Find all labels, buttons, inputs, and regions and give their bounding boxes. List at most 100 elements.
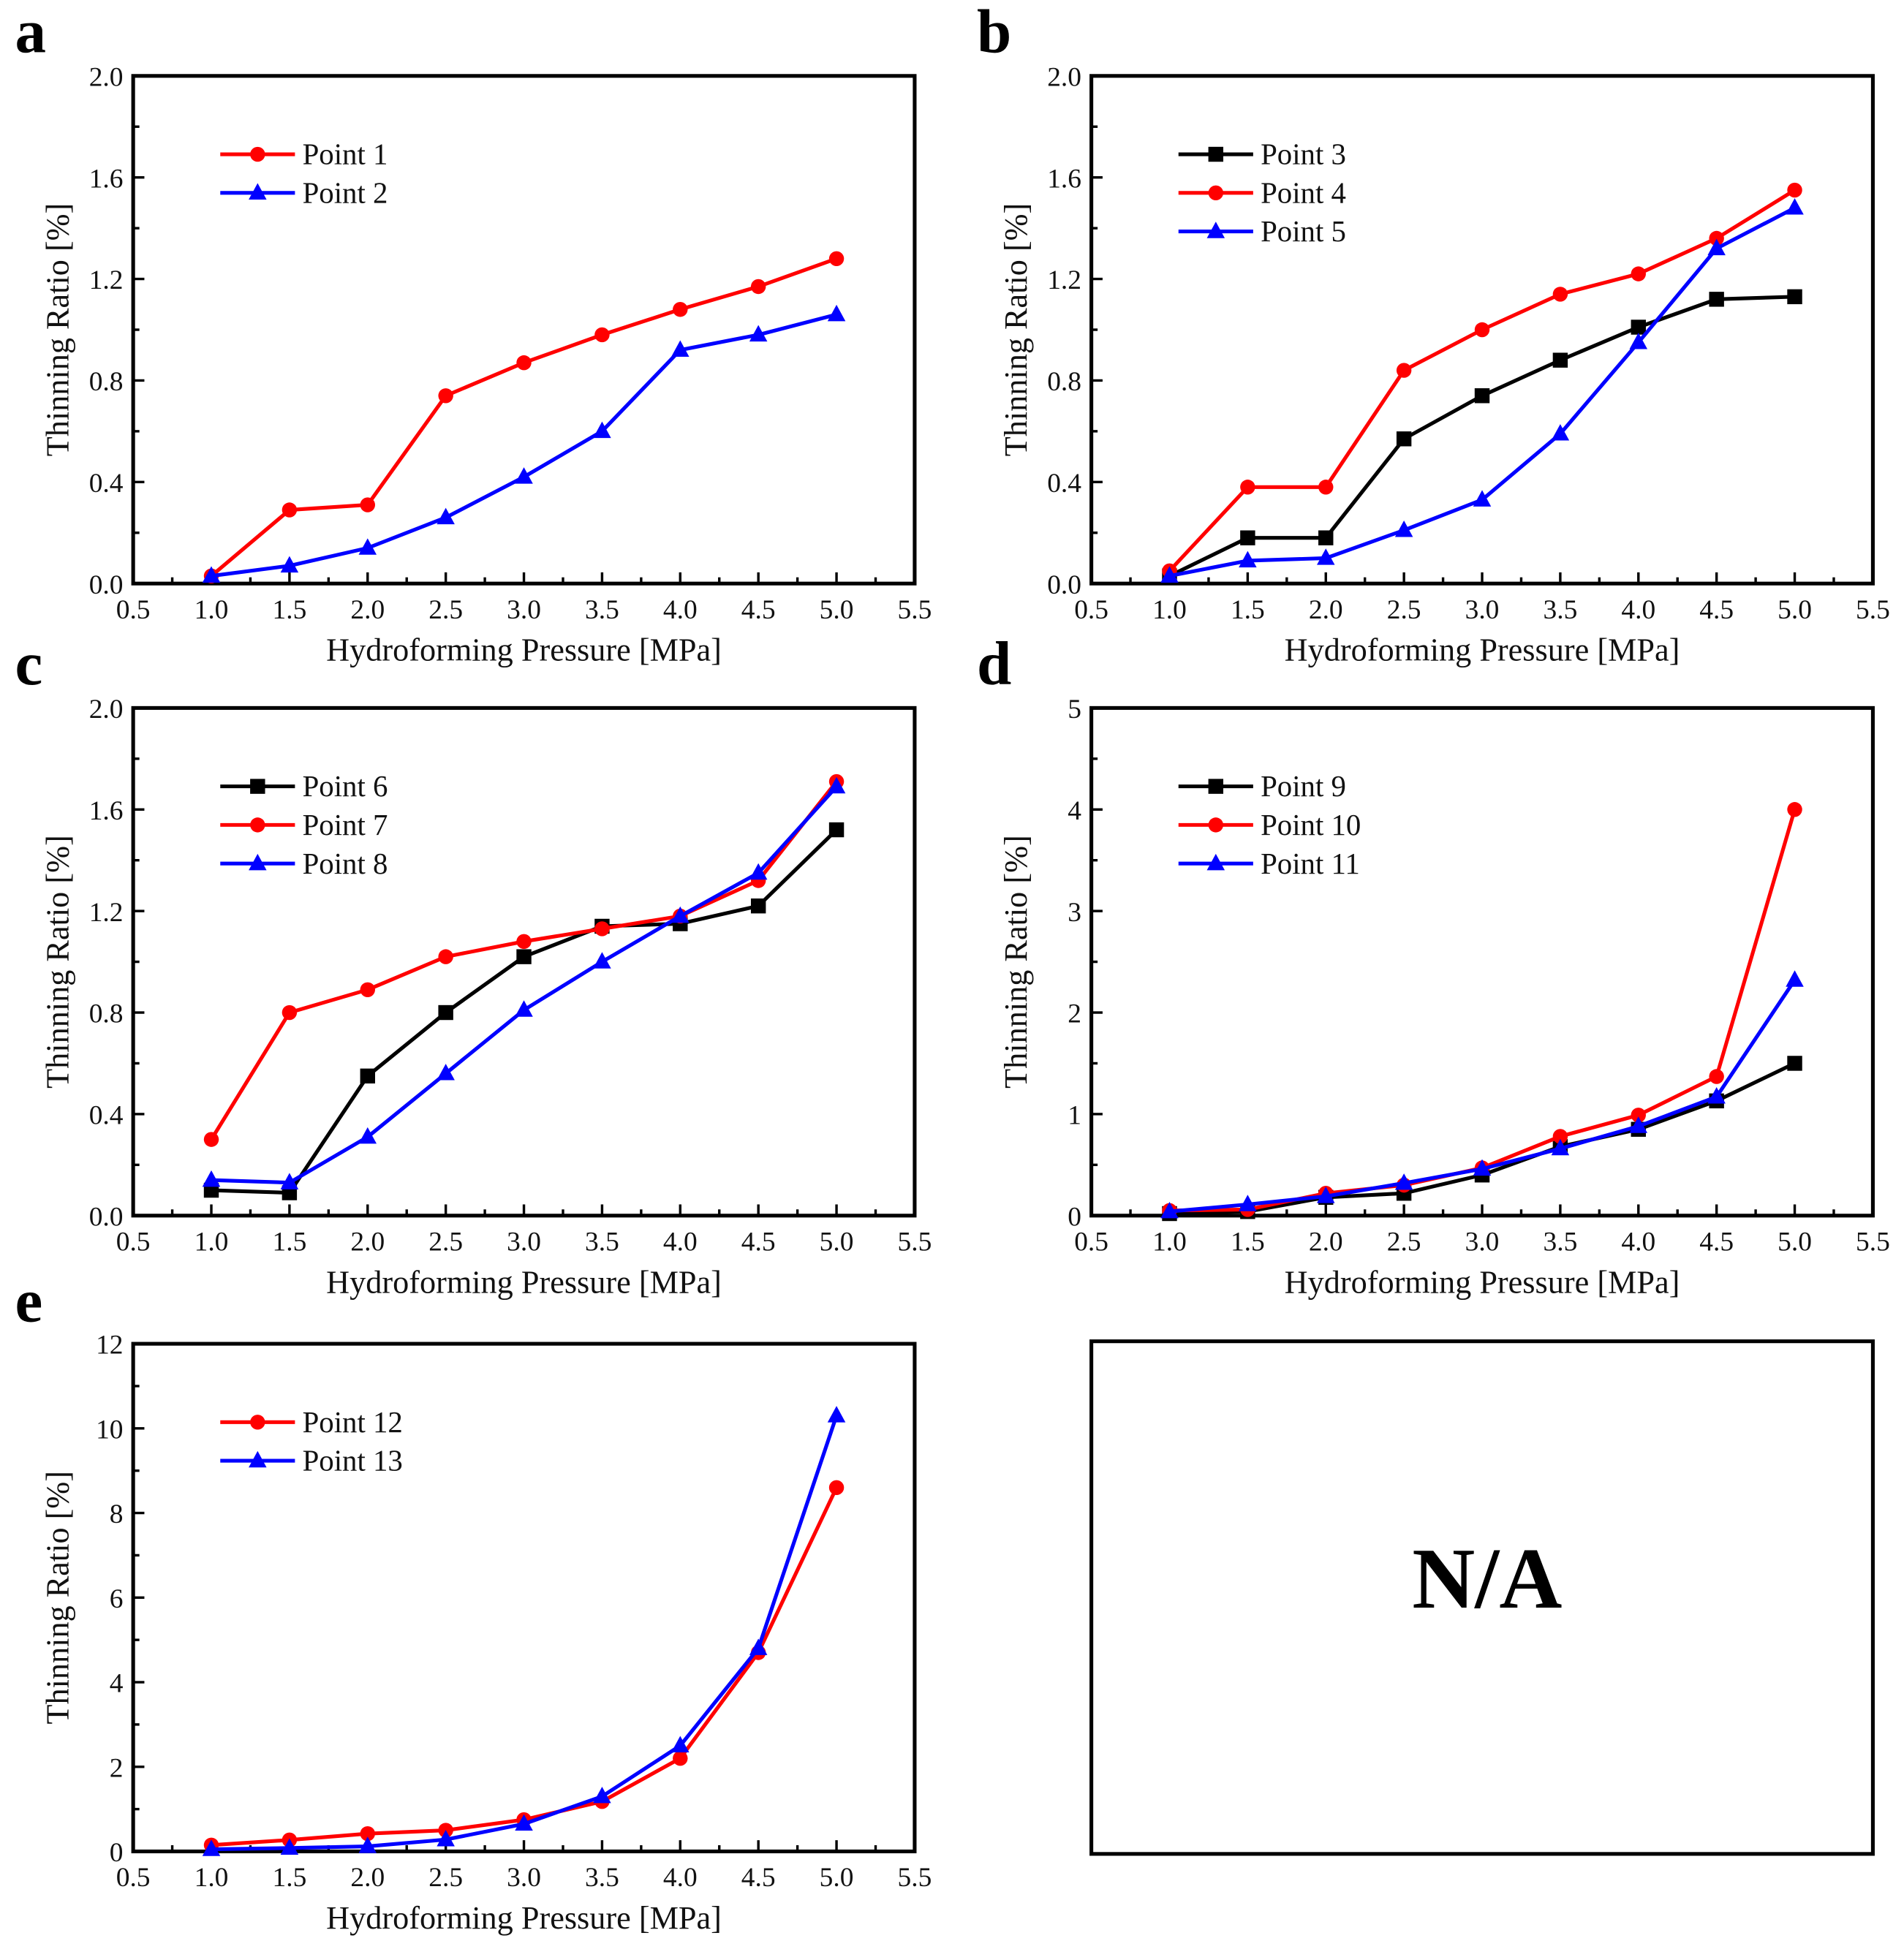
data-point (1239, 550, 1257, 568)
legend-marker (250, 817, 265, 833)
plot-frame (131, 1342, 917, 1854)
data-point (1631, 319, 1646, 335)
legend-label: Point 6 (303, 770, 388, 803)
x-tick-label: 4.0 (663, 1227, 698, 1257)
data-point (593, 952, 611, 969)
x-tick-label: 0.5 (116, 595, 151, 625)
data-point (282, 502, 298, 518)
data-point (1396, 363, 1412, 378)
data-point (1631, 1108, 1646, 1123)
series-line (1168, 295, 1795, 578)
data-point (1552, 287, 1568, 302)
panel-letter: c (15, 629, 42, 698)
x-tick-label: 0.5 (116, 1227, 151, 1257)
series-line (210, 257, 837, 578)
series-point-6: Point 6 (203, 770, 845, 1200)
y-tick-label: 1.2 (89, 265, 124, 295)
data-point (594, 327, 610, 343)
data-point (1709, 292, 1724, 307)
data-point (1787, 802, 1802, 817)
data-point (1786, 198, 1804, 215)
data-point (202, 1839, 221, 1856)
series-point-2: Point 2 (202, 176, 846, 583)
data-point (1317, 548, 1335, 565)
x-tick-label: 1.0 (194, 1863, 229, 1893)
data-point (358, 1127, 377, 1144)
data-point (1552, 352, 1568, 368)
data-point (1396, 431, 1412, 447)
data-point (358, 1836, 377, 1853)
data-point (1787, 182, 1802, 198)
x-tick-label: 0.5 (1074, 595, 1108, 625)
legend-label: Point 9 (1261, 770, 1346, 803)
legend-label: Point 3 (1261, 138, 1346, 171)
y-tick-label: 1.6 (1047, 164, 1081, 194)
legend-marker (249, 853, 267, 871)
x-tick-label: 5.0 (1778, 595, 1812, 625)
data-point (1787, 1056, 1802, 1071)
x-tick-label: 3.5 (585, 1863, 619, 1893)
legend-marker (1208, 817, 1224, 833)
x-tick-label: 5.5 (1856, 1227, 1890, 1257)
panel-e: e 0.5 1.0 1.5 2.0 2.5 3.0 3.5 4.0 4.5 5.0 5.5 0 2 4 6 8 1… (15, 1266, 932, 1936)
series-point-7: Point 7 (203, 773, 845, 1147)
data-point (1160, 1201, 1179, 1219)
x-tick-label: 4.5 (1699, 595, 1734, 625)
x-tick-label: 2.5 (428, 595, 463, 625)
y-tick-label: 1.6 (89, 164, 124, 194)
series-point-1: Point 1 (203, 138, 845, 583)
x-tick-label: 3.5 (585, 1227, 619, 1257)
y-tick-label: 1.6 (89, 796, 124, 826)
x-tick-label: 1.5 (1231, 595, 1265, 625)
x-tick-label: 5.5 (898, 1863, 932, 1893)
x-tick-label: 5.0 (820, 1227, 854, 1257)
x-tick-label: 4.0 (663, 1863, 698, 1893)
data-point (358, 538, 377, 555)
x-tick-label: 1.0 (194, 595, 229, 625)
series-point-12: Point 12 (203, 1406, 845, 1853)
y-tick-label: 5 (1068, 695, 1081, 724)
data-point (438, 388, 453, 404)
data-point (749, 325, 768, 342)
y-tick-label: 1.2 (1047, 265, 1081, 295)
x-tick-label: 3.0 (1465, 1227, 1500, 1257)
legend-marker (1206, 222, 1225, 238)
data-point (1709, 230, 1724, 246)
data-point (593, 1786, 611, 1804)
y-tick-label: 0.4 (89, 469, 124, 499)
data-point (750, 898, 766, 914)
data-point (1239, 1195, 1257, 1211)
data-point (516, 949, 532, 964)
data-point (828, 822, 845, 838)
x-tick-label: 0.5 (116, 1863, 151, 1893)
data-point (1240, 480, 1255, 495)
data-point (671, 340, 690, 357)
panel-d: d 0.5 1.0 1.5 2.0 2.5 3.0 3.5 4.0 4.5 5.0 5.5 0 1 2 3 4 5… (977, 629, 1890, 1300)
series-point-3: Point 3 (1162, 138, 1802, 583)
data-point (671, 906, 690, 923)
panel-letter: b (977, 0, 1011, 66)
panel-letter: e (15, 1266, 42, 1335)
data-point (1317, 1187, 1335, 1203)
data-point (828, 1480, 845, 1496)
y-tick-label: 0.0 (89, 1202, 124, 1232)
data-point (360, 982, 375, 997)
data-point (1629, 333, 1648, 349)
data-point (280, 556, 299, 573)
data-point (1707, 1087, 1726, 1104)
y-tick-label: 0.0 (1047, 570, 1081, 600)
panel-b: b 0.5 1.0 1.5 2.0 2.5 3.0 3.5 4.0 4.5 5.0 5.5 0.0 0.4… (977, 0, 1890, 668)
data-point (1474, 322, 1490, 338)
x-tick-label: 1.0 (1152, 1227, 1187, 1257)
data-point (360, 497, 375, 512)
legend-marker (1208, 779, 1224, 794)
y-tick-label: 0.0 (89, 570, 124, 600)
y-tick-label: 2.0 (89, 695, 124, 724)
y-axis-title: Thinning Ratio [%] (40, 1471, 76, 1725)
data-point (827, 1406, 846, 1423)
data-point (1473, 490, 1492, 507)
panel-a: a 0.5 1.0 1.5 2.0 2.5 3.0 3.5 4.0 4.5 5.0 5.5 0.0 0.4… (15, 0, 932, 668)
data-point (594, 921, 610, 937)
data-point (1786, 970, 1804, 987)
data-point (1394, 521, 1413, 537)
